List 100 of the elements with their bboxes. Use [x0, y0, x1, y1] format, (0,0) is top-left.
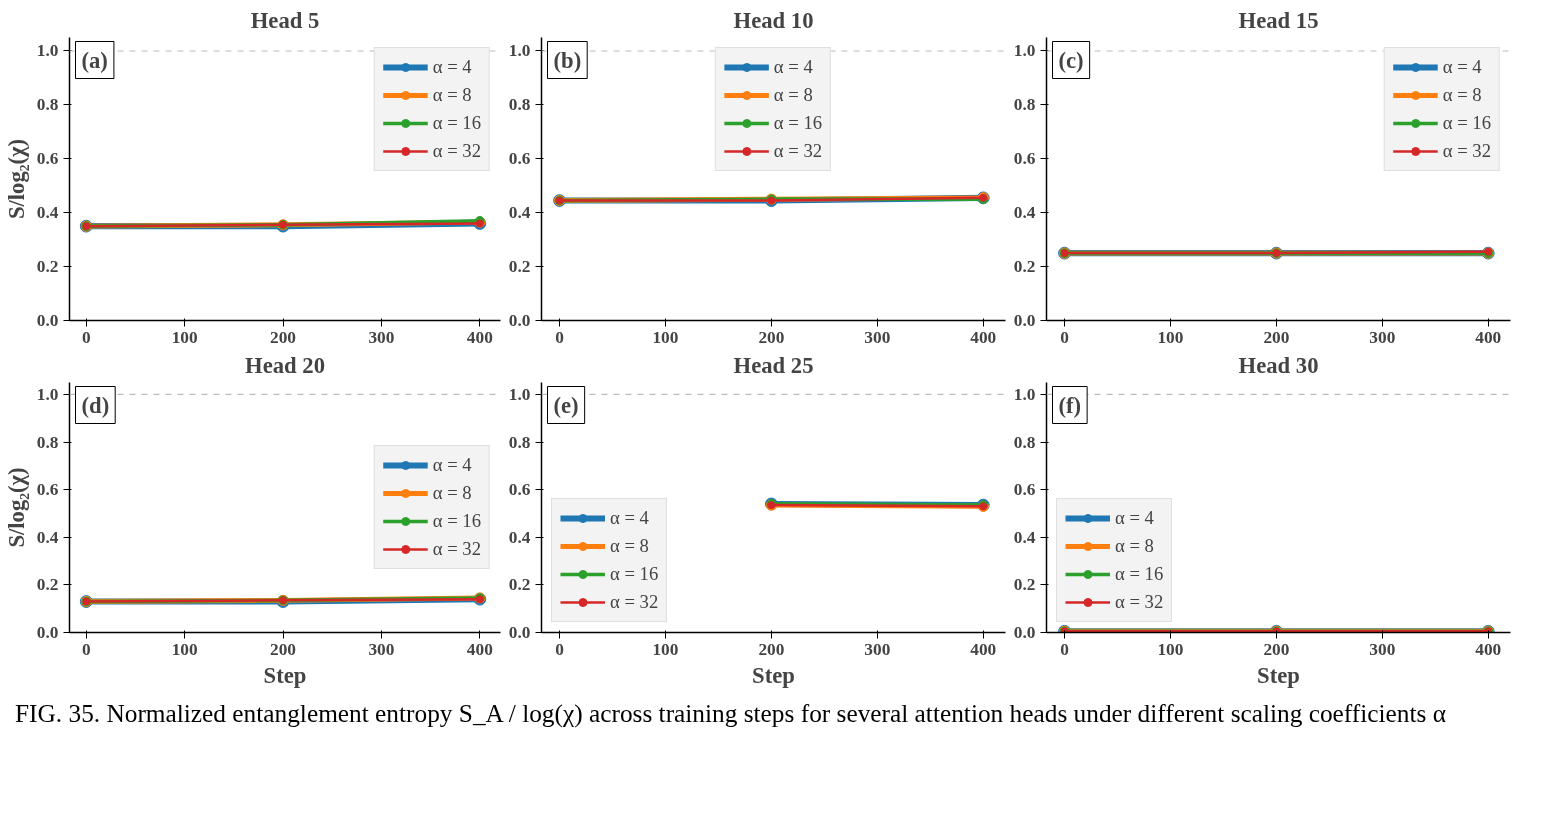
y-tick-label: 0.2 — [508, 257, 531, 277]
legend-label: α = 4 — [610, 507, 649, 529]
x-tick-label: 300 — [368, 639, 395, 659]
y-tick-label: 1.0 — [1013, 41, 1036, 61]
y-tick-label: 0.0 — [508, 623, 531, 642]
x-tick-label: 0 — [1060, 639, 1069, 659]
chart-title: Head 25 — [733, 352, 814, 378]
legend-label: α = 8 — [610, 535, 649, 557]
y-tick-label: 0.8 — [1013, 432, 1036, 452]
x-tick-label: 300 — [1369, 327, 1396, 347]
y-tick-label: 0.0 — [1013, 623, 1036, 642]
legend-label: α = 16 — [432, 510, 481, 532]
y-tick-label: 0.6 — [1013, 480, 1036, 500]
y-tick-label: 0.4 — [36, 527, 59, 547]
legend-label: α = 16 — [1115, 563, 1164, 585]
y-tick-label: 0.6 — [36, 480, 59, 500]
y-tick-label: 0.0 — [36, 311, 59, 330]
chart-title: Head 15 — [1238, 7, 1319, 33]
x-tick-label: 400 — [970, 327, 997, 347]
legend-label: α = 32 — [1115, 591, 1164, 613]
annotation: (e) — [553, 392, 579, 418]
legend-label: α = 32 — [610, 591, 659, 613]
y-tick-label: 0.4 — [36, 203, 59, 223]
y-tick-label: 1.0 — [36, 41, 59, 61]
y-tick-label: 0.0 — [36, 623, 59, 642]
y-tick-label: 0.8 — [36, 95, 59, 115]
x-tick-label: 100 — [171, 639, 198, 659]
legend-label: α = 4 — [432, 454, 472, 476]
x-tick-label: 100 — [1157, 327, 1184, 347]
y-tick-label: 0.0 — [508, 311, 531, 330]
legend-label: α = 16 — [773, 112, 823, 134]
y-tick-label: 0.4 — [508, 203, 531, 223]
x-tick-label: 300 — [368, 327, 395, 347]
annotation: (d) — [81, 392, 110, 418]
y-tick-label: 0.2 — [1013, 575, 1036, 595]
legend-label: α = 32 — [773, 140, 823, 162]
legend-label: α = 8 — [432, 482, 472, 504]
x-tick-label: 300 — [864, 327, 891, 347]
y-tick-label: 0.4 — [1013, 527, 1036, 547]
y-tick-label: 0.8 — [508, 432, 531, 452]
legend-label: α = 32 — [432, 140, 481, 162]
x-tick-label: 400 — [1475, 639, 1502, 659]
x-tick-label: 100 — [1157, 639, 1184, 659]
y-tick-label: 0.2 — [36, 257, 59, 277]
legend-label: α = 4 — [1442, 56, 1482, 78]
x-tick-label: 200 — [758, 639, 785, 659]
x-tick-label: 0 — [555, 327, 564, 347]
x-tick-label: 400 — [1475, 327, 1502, 347]
chart-title: Head 30 — [1238, 352, 1319, 378]
x-tick-label: 200 — [1263, 327, 1290, 347]
x-tick-label: 0 — [555, 639, 564, 659]
x-tick-label: 100 — [652, 639, 679, 659]
x-tick-label: 400 — [970, 639, 997, 659]
y-tick-label: 0.8 — [36, 432, 59, 452]
legend-label: α = 16 — [1442, 112, 1491, 134]
legend-label: α = 8 — [773, 84, 813, 106]
y-tick-label: 0.8 — [1013, 95, 1036, 115]
y-tick-label: 0.0 — [1013, 311, 1036, 330]
y-tick-label: 1.0 — [508, 384, 531, 404]
x-tick-label: 200 — [270, 327, 297, 347]
x-tick-label: 400 — [466, 327, 493, 347]
x-axis-title: Step — [263, 662, 307, 688]
chart-title: Head 10 — [733, 7, 814, 33]
annotation: (f) — [1058, 392, 1082, 418]
y-tick-label: 0.4 — [1013, 203, 1036, 223]
y-axis-title: S/log₂(χ) — [3, 467, 29, 548]
legend-label: α = 4 — [1115, 507, 1154, 529]
caption: FIG. 35. Normalized entanglement entropy S_A / log(χ) across training steps for several attention heads under different scaling coefficients α — [15, 698, 1446, 730]
x-tick-label: 0 — [81, 327, 91, 347]
chart-title: Head 20 — [245, 352, 325, 378]
y-tick-label: 0.6 — [36, 149, 59, 169]
annotation: (c) — [1058, 47, 1084, 73]
y-tick-label: 0.2 — [36, 575, 59, 595]
legend-label: α = 8 — [1115, 535, 1154, 557]
x-tick-label: 100 — [171, 327, 198, 347]
annotation: (a) — [81, 47, 108, 73]
x-tick-label: 300 — [1369, 639, 1396, 659]
legend-label: α = 8 — [1442, 84, 1482, 106]
y-tick-label: 0.2 — [508, 575, 531, 595]
x-tick-label: 100 — [652, 327, 679, 347]
y-tick-label: 1.0 — [1013, 384, 1036, 404]
annotation: (b) — [553, 47, 582, 73]
legend-label: α = 4 — [432, 56, 472, 78]
y-tick-label: 1.0 — [36, 384, 59, 404]
legend-label: α = 32 — [1442, 140, 1491, 162]
x-tick-label: 400 — [466, 639, 493, 659]
legend-label: α = 8 — [432, 84, 472, 106]
x-tick-label: 300 — [864, 639, 891, 659]
x-tick-label: 200 — [758, 327, 785, 347]
x-axis-title: Step — [1257, 662, 1300, 688]
x-tick-label: 0 — [81, 639, 91, 659]
y-tick-label: 0.6 — [508, 149, 531, 169]
x-axis-title: Step — [752, 662, 795, 688]
legend-label: α = 16 — [432, 112, 481, 134]
legend-label: α = 32 — [432, 538, 481, 560]
x-tick-label: 0 — [1060, 327, 1069, 347]
y-tick-label: 0.8 — [508, 95, 531, 115]
x-tick-label: 200 — [270, 639, 297, 659]
y-tick-label: 0.6 — [508, 480, 531, 500]
legend-label: α = 16 — [610, 563, 659, 585]
